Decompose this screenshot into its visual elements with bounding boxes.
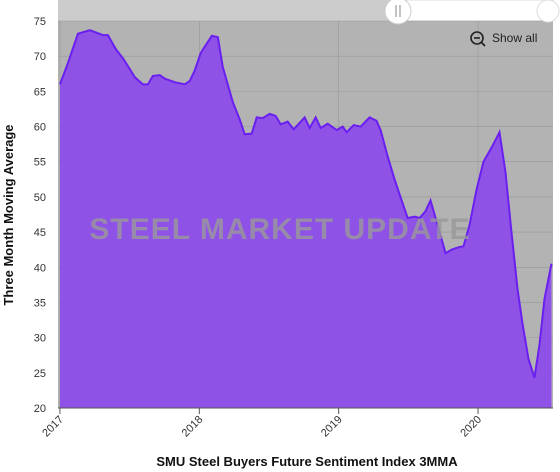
line: [59, 29, 553, 379]
show-all-button[interactable]: Show all: [470, 31, 537, 47]
navigator-handle[interactable]: [536, 0, 560, 23]
watermark: STEEL MARKET UPDATE: [89, 213, 470, 246]
x-axis-title: SMU Steel Buyers Future Sentiment Index …: [156, 454, 458, 469]
y-tick-label: 70: [34, 51, 46, 63]
x-tick-label: 2018: [180, 414, 206, 440]
navigator-unselected: [397, 0, 554, 22]
y-tick-label: 60: [34, 122, 46, 134]
navigator-handle[interactable]: [384, 0, 412, 25]
y-tick-label: 35: [34, 297, 46, 309]
y-tick-label: 50: [34, 192, 46, 204]
show-all-label[interactable]: Show all: [492, 31, 537, 45]
y-tick-label: 65: [34, 86, 46, 98]
x-tick-label: 2020: [458, 414, 484, 440]
y-tick-label: 30: [34, 333, 46, 345]
y-tick-label: 20: [34, 403, 46, 415]
y-axis-title: Three Month Moving Average: [1, 124, 16, 305]
area: [59, 30, 552, 408]
y-tick-label: 45: [34, 227, 46, 239]
y-tick-label: 55: [34, 157, 46, 169]
navigator-selected: [58, 0, 398, 21]
x-tick-label: 2019: [319, 414, 345, 440]
zoom-icon: [480, 41, 486, 47]
zoom-icon: [470, 31, 484, 45]
y-tick-label: 40: [34, 262, 46, 274]
y-tick-label: 75: [34, 16, 46, 28]
y-tick-label: 25: [34, 368, 46, 380]
x-tick-label: 2017: [40, 414, 66, 440]
